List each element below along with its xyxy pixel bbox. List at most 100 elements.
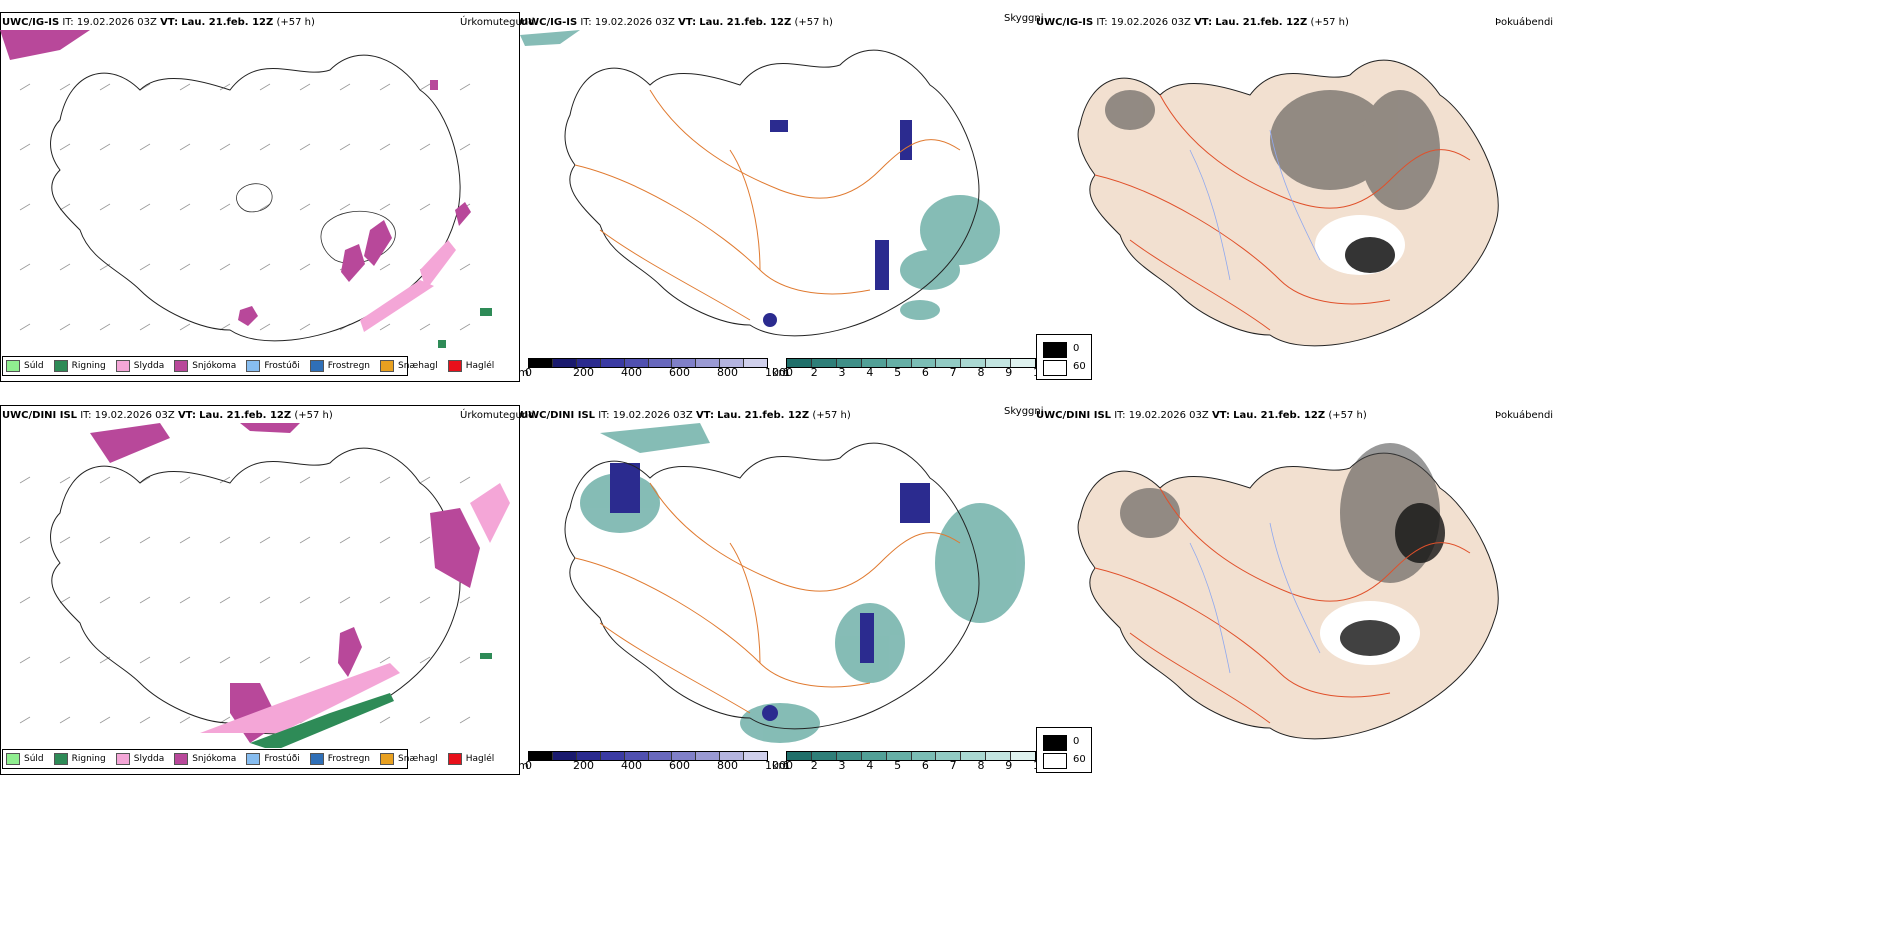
vis-scale-km-labels-row1: km12345678910 xyxy=(772,366,1047,380)
precip-type-panel-row2 xyxy=(0,405,520,775)
legend-item: Snjókoma xyxy=(174,360,236,372)
scale-tick-label: 7 xyxy=(949,366,957,379)
legend-swatch xyxy=(309,753,324,765)
vis-map-row2 xyxy=(564,423,1025,743)
legend-swatch xyxy=(174,753,189,765)
fog-dark xyxy=(1345,237,1395,273)
fog-header-row2: UWC/DINI ISL IT: 19.02.2026 03Z VT: Lau.… xyxy=(1036,410,1367,422)
scale-tick-label: 0 xyxy=(525,759,532,772)
scale-unit: km xyxy=(772,759,790,772)
scale-tick-label: 600 xyxy=(669,759,690,772)
roads xyxy=(574,89,961,321)
vt-value: Lau. 21.feb. 12Z xyxy=(1233,410,1326,421)
legend-item: Slydda xyxy=(115,360,165,372)
scale-tick-label: 5 xyxy=(894,366,902,379)
it-label: IT: xyxy=(580,17,592,28)
scale-swatch xyxy=(552,752,577,760)
fog-header-row1: UWC/IG-IS IT: 19.02.2026 03Z VT: Lau. 21… xyxy=(1036,17,1349,29)
it-value: 19.02.2026 03Z xyxy=(94,410,175,421)
model-name: UWC/IG-IS xyxy=(2,17,60,28)
vt-value: Lau. 21.feb. 12Z xyxy=(1215,17,1308,28)
legend-swatch xyxy=(309,360,324,372)
vis-title-row2: Skyggni xyxy=(1004,406,1044,417)
iceland-outline xyxy=(564,442,980,730)
fog-legend-high-label: 0 xyxy=(1073,343,1080,354)
legend-item: Rigning xyxy=(53,360,106,372)
legend-label: Snæhagl xyxy=(398,361,438,371)
model-name: UWC/IG-IS xyxy=(1036,17,1094,28)
legend-swatch xyxy=(447,360,462,372)
precip-legend-frame-row2 xyxy=(2,749,408,769)
scale-swatch xyxy=(836,359,862,367)
vis-shading xyxy=(520,30,1000,320)
scale-swatch xyxy=(861,359,887,367)
fog-dark xyxy=(1340,620,1400,656)
rivers xyxy=(1189,129,1321,281)
vt-label: VT: xyxy=(1194,17,1213,28)
scale-swatch xyxy=(986,752,1012,760)
it-value: 19.02.2026 03Z xyxy=(594,17,675,28)
rivers xyxy=(1189,522,1321,674)
scale-tick-label: 3 xyxy=(838,759,846,772)
scale-swatch xyxy=(911,752,937,760)
scale-tick-label: 6 xyxy=(921,759,929,772)
scale-tick-label: 1 xyxy=(783,759,790,772)
scale-unit: m xyxy=(518,759,529,772)
scale-swatch xyxy=(986,359,1012,367)
precip-header-row1: UWC/IG-IS IT: 19.02.2026 03Z VT: Lau. 21… xyxy=(2,17,315,29)
vt-label: VT: xyxy=(160,17,179,28)
vis-header-row2: UWC/DINI ISL IT: 19.02.2026 03Z VT: Lau.… xyxy=(520,410,851,422)
fog-legend-high-swatch xyxy=(1043,735,1067,751)
fog-legend-row2: 0 60 xyxy=(1036,727,1092,773)
scale-swatch xyxy=(696,359,721,367)
legend-item: Haglél xyxy=(447,360,495,372)
scale-tick-label: 800 xyxy=(717,366,738,379)
it-value: 19.02.2026 03Z xyxy=(76,17,157,28)
legend-label: Súld xyxy=(24,361,44,371)
vis-scale-m-row2 xyxy=(528,751,768,761)
iceland-outline xyxy=(564,49,980,337)
scale-swatch xyxy=(1011,752,1036,760)
scale-swatch xyxy=(787,359,812,367)
it-label: IT: xyxy=(80,410,92,421)
scale-tick-label: 1 xyxy=(783,366,790,379)
scale-swatch xyxy=(787,752,812,760)
lead-time: (+57 h) xyxy=(276,17,315,28)
vt-value: Lau. 21.feb. 12Z xyxy=(199,410,292,421)
roads xyxy=(1094,487,1471,724)
legend-label: Frostregn xyxy=(327,361,371,371)
legend-item: Snæhagl xyxy=(380,753,438,765)
scale-swatch xyxy=(648,359,673,367)
legend-label: Frostúði xyxy=(264,361,300,371)
legend-label: Snjókoma xyxy=(192,754,237,764)
scale-tick-label: 9 xyxy=(1005,759,1013,772)
scale-tick-label: 3 xyxy=(838,366,846,379)
legend-label: Haglél xyxy=(465,361,495,371)
it-label: IT: xyxy=(1114,410,1126,421)
fog-legend-low-label: 60 xyxy=(1073,361,1086,372)
it-label: IT: xyxy=(1096,17,1108,28)
legend-item: Snæhagl xyxy=(380,360,438,372)
scale-tick-label: 5 xyxy=(894,759,902,772)
fog-title-row1: Þokuábendi xyxy=(1495,17,1554,28)
scale-tick-label: 8 xyxy=(977,759,985,772)
scale-swatch xyxy=(936,752,962,760)
legend-item: Frostúði xyxy=(246,360,300,372)
legend-swatch xyxy=(53,360,68,372)
legend-label: Slydda xyxy=(133,361,165,371)
legend-label: Frostúði xyxy=(264,754,300,764)
legend-swatch xyxy=(380,753,395,765)
legend-label: Rigning xyxy=(71,361,106,371)
precip-sleet xyxy=(360,240,456,332)
legend-swatch xyxy=(174,360,189,372)
vis-scale-km-labels-row2: km12345678910 xyxy=(772,759,1047,773)
iceland-outline xyxy=(50,447,461,735)
model-name: UWC/DINI ISL xyxy=(520,410,596,421)
scale-tick-label: 2 xyxy=(810,759,818,772)
fog-map-row1 xyxy=(1077,59,1499,347)
scale-swatch xyxy=(861,752,887,760)
scale-swatch xyxy=(811,359,837,367)
vt-label: VT: xyxy=(177,410,196,421)
legend-item: Frostregn xyxy=(309,360,371,372)
legend-item: Slydda xyxy=(115,753,164,765)
